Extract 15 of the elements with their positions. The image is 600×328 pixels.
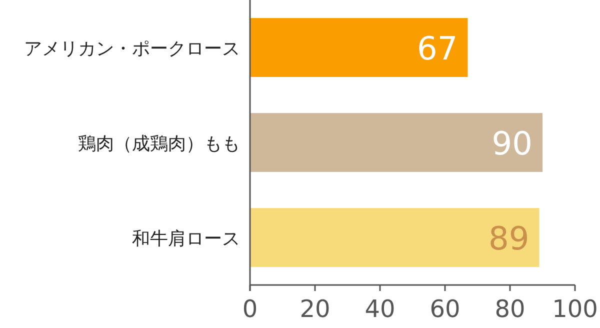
x-tick-label: 60 (430, 295, 460, 323)
x-tick-label: 80 (494, 295, 526, 323)
y-tick-label: 鶏肉（成鶏肉）もも (78, 134, 240, 154)
data-label: 89 (488, 220, 530, 258)
x-tick-label: 20 (300, 295, 330, 323)
bar (250, 18, 468, 77)
bar (250, 113, 542, 172)
x-tick-label: 100 (552, 295, 598, 323)
bar (250, 208, 540, 267)
y-tick-label: アメリカン・ポークロース (24, 38, 240, 60)
x-tick-label: 0 (242, 295, 258, 323)
data-label: 90 (492, 124, 532, 162)
data-label: 67 (417, 30, 458, 68)
x-tick-label: 40 (364, 295, 396, 323)
y-tick-label: 和牛肩ロース (132, 228, 240, 250)
